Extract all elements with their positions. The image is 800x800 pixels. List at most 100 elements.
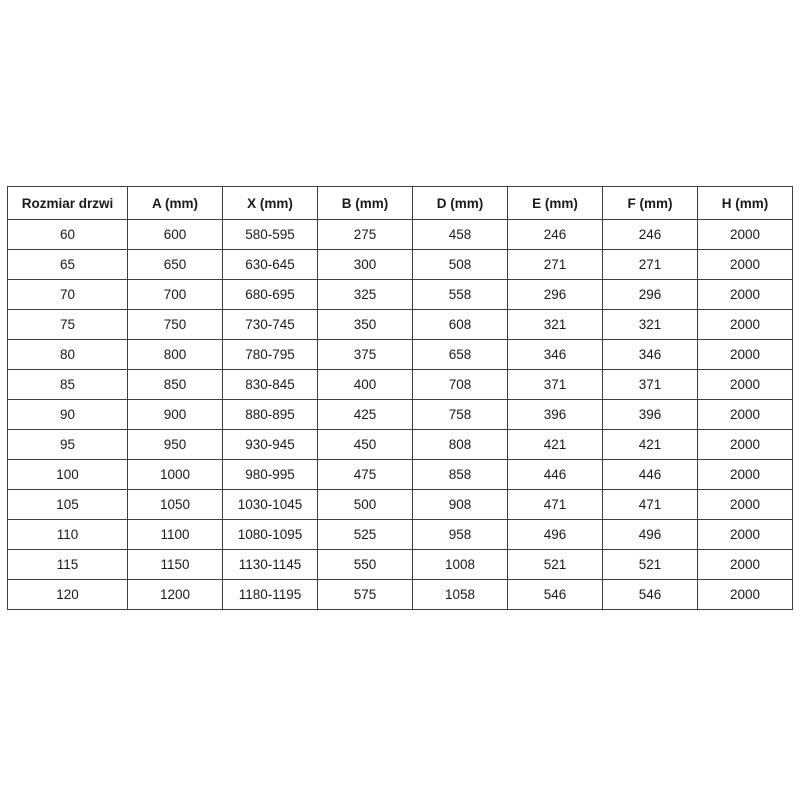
table-cell: 600 [127, 219, 223, 250]
table-cell: 2000 [697, 279, 793, 310]
table-cell: 496 [507, 519, 603, 550]
table-cell: 2000 [697, 219, 793, 250]
table-cell: 508 [412, 249, 508, 280]
table-cell: 421 [507, 429, 603, 460]
table-cell: 271 [507, 249, 603, 280]
table-cell: 700 [127, 279, 223, 310]
table-cell: 321 [602, 309, 698, 340]
table-cell: 2000 [697, 579, 793, 610]
table-cell: 396 [507, 399, 603, 430]
table-cell: 650 [127, 249, 223, 280]
table-cell: 2000 [697, 339, 793, 370]
table-cell: 2000 [697, 549, 793, 580]
table-cell: 525 [317, 519, 413, 550]
table-cell: 90 [7, 399, 128, 430]
column-header-a-mm: A (mm) [127, 186, 223, 220]
table-cell: 2000 [697, 429, 793, 460]
table-cell: 400 [317, 369, 413, 400]
table-cell: 658 [412, 339, 508, 370]
table-row: 100 1000 980-995 475 858 446 446 2000 [7, 459, 793, 490]
table-cell: 680-695 [222, 279, 318, 310]
table-cell: 296 [507, 279, 603, 310]
table-cell: 246 [507, 219, 603, 250]
table-cell: 80 [7, 339, 128, 370]
table-cell: 1030-1045 [222, 489, 318, 520]
table-cell: 708 [412, 369, 508, 400]
table-cell: 475 [317, 459, 413, 490]
table-cell: 425 [317, 399, 413, 430]
table-cell: 350 [317, 309, 413, 340]
table-cell: 300 [317, 249, 413, 280]
table-cell: 521 [602, 549, 698, 580]
table-cell: 321 [507, 309, 603, 340]
table-cell: 346 [507, 339, 603, 370]
column-header-d-mm: D (mm) [412, 186, 508, 220]
table-cell: 396 [602, 399, 698, 430]
table-cell: 2000 [697, 309, 793, 340]
table-cell: 550 [317, 549, 413, 580]
table-cell: 296 [602, 279, 698, 310]
table-cell: 750 [127, 309, 223, 340]
column-header-f-mm: F (mm) [602, 186, 698, 220]
table-cell: 546 [602, 579, 698, 610]
table-cell: 471 [507, 489, 603, 520]
table-cell: 2000 [697, 459, 793, 490]
table-cell: 858 [412, 459, 508, 490]
table-cell: 1100 [127, 519, 223, 550]
table-cell: 800 [127, 339, 223, 370]
table-cell: 521 [507, 549, 603, 580]
table-cell: 630-645 [222, 249, 318, 280]
table-cell: 780-795 [222, 339, 318, 370]
table-cell: 105 [7, 489, 128, 520]
table-cell: 421 [602, 429, 698, 460]
table-cell: 2000 [697, 249, 793, 280]
table-cell: 730-745 [222, 309, 318, 340]
table-cell: 60 [7, 219, 128, 250]
table-row: 90 900 880-895 425 758 396 396 2000 [7, 399, 793, 430]
table-cell: 830-845 [222, 369, 318, 400]
table-row: 75 750 730-745 350 608 321 321 2000 [7, 309, 793, 340]
table-cell: 808 [412, 429, 508, 460]
table-cell: 1058 [412, 579, 508, 610]
table-cell: 346 [602, 339, 698, 370]
table-cell: 880-895 [222, 399, 318, 430]
table-cell: 100 [7, 459, 128, 490]
table-cell: 85 [7, 369, 128, 400]
table-cell: 1080-1095 [222, 519, 318, 550]
table-cell: 446 [602, 459, 698, 490]
table-cell: 1050 [127, 489, 223, 520]
table-row: 120 1200 1180-1195 575 1058 546 546 2000 [7, 579, 793, 610]
table-cell: 2000 [697, 399, 793, 430]
table-cell: 558 [412, 279, 508, 310]
table-row: 70 700 680-695 325 558 296 296 2000 [7, 279, 793, 310]
table-cell: 450 [317, 429, 413, 460]
table-cell: 65 [7, 249, 128, 280]
column-header-x-mm: X (mm) [222, 186, 318, 220]
table-cell: 575 [317, 579, 413, 610]
table-row: 115 1150 1130-1145 550 1008 521 521 2000 [7, 549, 793, 580]
table-cell: 546 [507, 579, 603, 610]
table-cell: 1150 [127, 549, 223, 580]
table-cell: 271 [602, 249, 698, 280]
table-cell: 2000 [697, 519, 793, 550]
table-row: 105 1050 1030-1045 500 908 471 471 2000 [7, 489, 793, 520]
table-cell: 275 [317, 219, 413, 250]
table-cell: 496 [602, 519, 698, 550]
table-cell: 958 [412, 519, 508, 550]
table-cell: 70 [7, 279, 128, 310]
table-cell: 500 [317, 489, 413, 520]
column-header-b-mm: B (mm) [317, 186, 413, 220]
table-cell: 458 [412, 219, 508, 250]
table-cell: 95 [7, 429, 128, 460]
table-cell: 325 [317, 279, 413, 310]
table-cell: 446 [507, 459, 603, 490]
table-cell: 1130-1145 [222, 549, 318, 580]
table-cell: 110 [7, 519, 128, 550]
table-cell: 1000 [127, 459, 223, 490]
door-size-table-body: 60 600 580-595 275 458 246 246 2000 65 650 630-645… [7, 219, 793, 610]
table-cell: 120 [7, 579, 128, 610]
table-row: 110 1100 1080-1095 525 958 496 496 2000 [7, 519, 793, 550]
table-cell: 246 [602, 219, 698, 250]
header-row: Rozmiar drzwi A (mm) X (mm) B (mm) D (mm… [7, 186, 793, 220]
